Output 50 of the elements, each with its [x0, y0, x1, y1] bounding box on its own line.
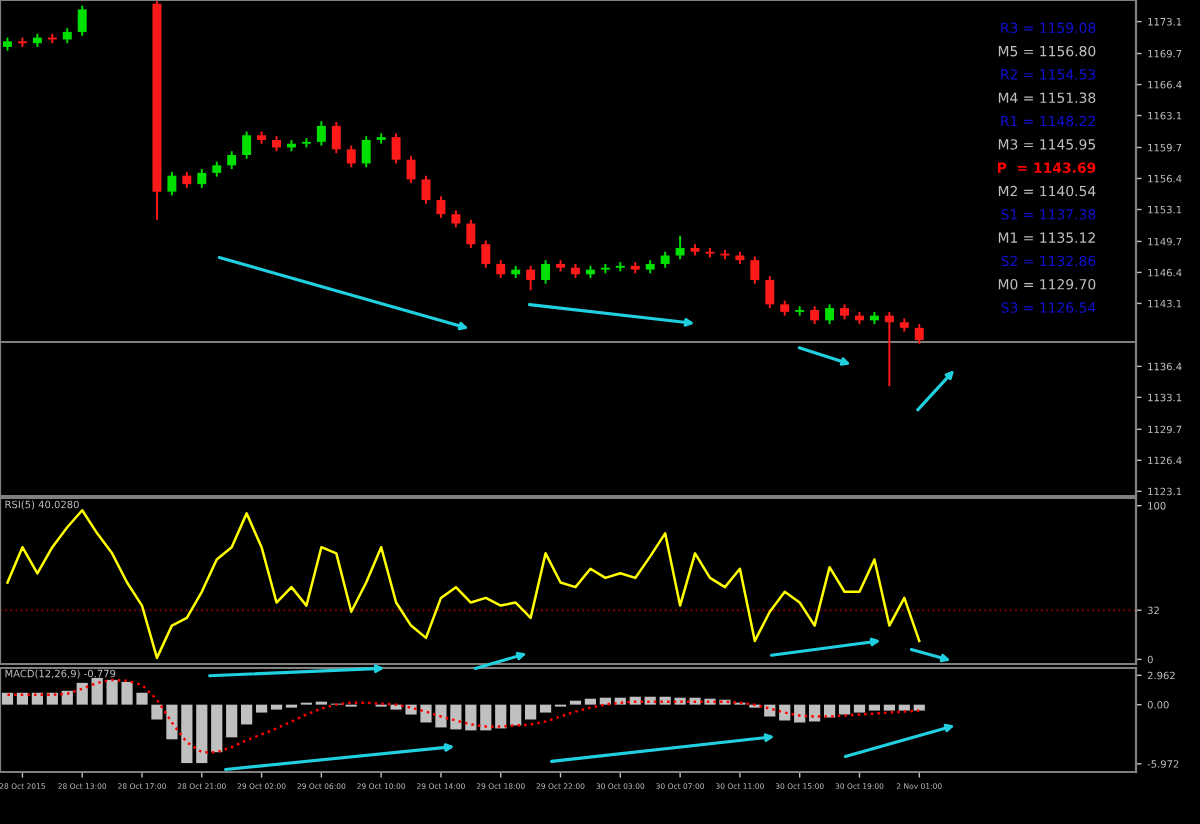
bar [629, 696, 641, 705]
candlestick [914, 323, 924, 345]
candlestick [526, 264, 536, 292]
candlestick [331, 121, 341, 155]
candlestick [675, 234, 685, 261]
bar [480, 704, 492, 731]
bar [16, 692, 29, 705]
bar [255, 704, 268, 713]
bar [241, 704, 253, 725]
bar [510, 704, 522, 726]
bar [91, 677, 103, 705]
candlestick [391, 132, 401, 165]
candlestick [481, 239, 491, 269]
bar [584, 698, 597, 705]
bar [226, 704, 238, 738]
candlestick [361, 135, 371, 169]
candlestick [436, 195, 446, 219]
bar [913, 704, 925, 711]
bar [76, 682, 88, 705]
candlestick [167, 170, 177, 197]
candlestick [346, 144, 356, 169]
bar [794, 704, 806, 723]
candlestick [765, 275, 775, 310]
candlestick [884, 310, 894, 388]
line-series [6, 678, 921, 754]
bar [196, 704, 208, 764]
bar [211, 704, 223, 753]
bar [1, 692, 14, 705]
candlestick [406, 154, 416, 185]
candlestick [750, 255, 760, 285]
bar [898, 704, 910, 711]
bar [868, 704, 881, 711]
candlestick [825, 303, 835, 326]
bar [61, 690, 73, 705]
candlestick [466, 218, 476, 249]
bar [495, 704, 507, 729]
candlestick [316, 120, 326, 147]
line-series [6, 509, 921, 660]
bar [270, 704, 283, 710]
bar [838, 704, 851, 715]
candlestick [242, 130, 252, 160]
bar [539, 704, 552, 713]
bar [599, 697, 611, 705]
candlestick [77, 4, 87, 37]
candlestick [421, 174, 431, 205]
bar [853, 704, 866, 713]
bar [525, 704, 537, 720]
bar [883, 704, 895, 711]
candlestick [197, 168, 207, 189]
candlestick [541, 259, 551, 285]
